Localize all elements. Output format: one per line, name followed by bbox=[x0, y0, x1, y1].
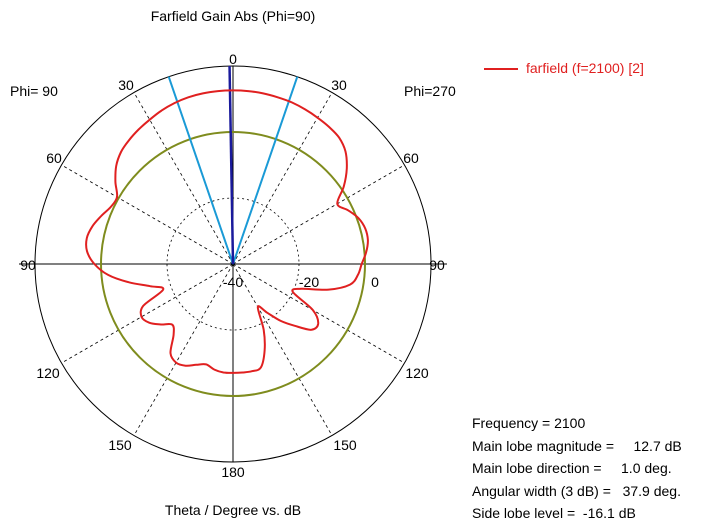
grid-spoke--30 bbox=[232, 92, 333, 265]
grid-spoke--150 bbox=[232, 263, 333, 436]
angle-label-60-right: 60 bbox=[403, 150, 419, 166]
grid-spoke-60 bbox=[61, 164, 234, 265]
chart-title: Farfield Gain Abs (Phi=90) bbox=[150, 8, 316, 24]
side-label-right: Phi=270 bbox=[404, 83, 456, 99]
angle-label-180: 180 bbox=[221, 464, 245, 480]
angle-label-120-right: 120 bbox=[405, 365, 429, 381]
grid-spoke--120 bbox=[232, 263, 405, 364]
info-side-lobe-level: Side lobe level = -16.1 dB bbox=[472, 505, 636, 521]
grid-spoke-150 bbox=[133, 263, 234, 436]
polar-plot: 0 30 30 60 60 90 90 120 120 150 150 180 Phi= 90 Phi=2… bbox=[10, 51, 456, 480]
radial-tick-label-2: 0 bbox=[371, 274, 379, 290]
legend-swatch bbox=[484, 68, 518, 71]
angle-label-60-left: 60 bbox=[46, 150, 62, 166]
beam-width-line-1 bbox=[167, 76, 234, 265]
reference-circle bbox=[100, 131, 366, 397]
angle-label-90-right: 90 bbox=[429, 257, 445, 273]
polar-marks bbox=[85, 66, 369, 397]
angle-label-150-right: 150 bbox=[333, 437, 357, 453]
legend-entry: farfield (f=2100) [2] bbox=[526, 60, 644, 76]
side-label-left: Phi= 90 bbox=[10, 83, 58, 99]
angle-label-90-left: 90 bbox=[20, 257, 36, 273]
angle-label-30-left: 30 bbox=[118, 77, 134, 93]
grid-spoke-120 bbox=[61, 263, 234, 364]
info-frequency: Frequency = 2100 bbox=[472, 415, 586, 431]
grid-spoke-30 bbox=[133, 92, 234, 265]
angle-label-120-left: 120 bbox=[36, 365, 60, 381]
x-axis-label: Theta / Degree vs. dB bbox=[164, 502, 302, 518]
info-panel: Frequency = 2100 Main lobe magnitude = 1… bbox=[472, 412, 682, 525]
radial-tick-label-0: -40 bbox=[223, 274, 243, 290]
main-lobe-line bbox=[228, 66, 235, 265]
info-main-lobe-magnitude: Main lobe magnitude = 12.7 dB bbox=[472, 437, 682, 454]
polar-labels: 0 30 30 60 60 90 90 120 120 150 150 180 Phi= 90 Phi=2… bbox=[10, 51, 456, 480]
angle-label-30-right: 30 bbox=[331, 77, 347, 93]
angle-label-0: 0 bbox=[229, 51, 237, 67]
info-main-lobe-direction: Main lobe direction = 1.0 deg. bbox=[472, 460, 672, 476]
beam-width-line-0 bbox=[232, 76, 299, 265]
grid-spoke--60 bbox=[232, 164, 405, 265]
series-line-0 bbox=[85, 89, 369, 374]
radial-tick-label-1: -20 bbox=[299, 274, 319, 290]
angle-label-150-left: 150 bbox=[108, 437, 132, 453]
info-angular-width: Angular width (3 dB) = 37.9 deg. bbox=[472, 482, 681, 499]
legend: farfield (f=2100) [2] bbox=[484, 60, 644, 76]
